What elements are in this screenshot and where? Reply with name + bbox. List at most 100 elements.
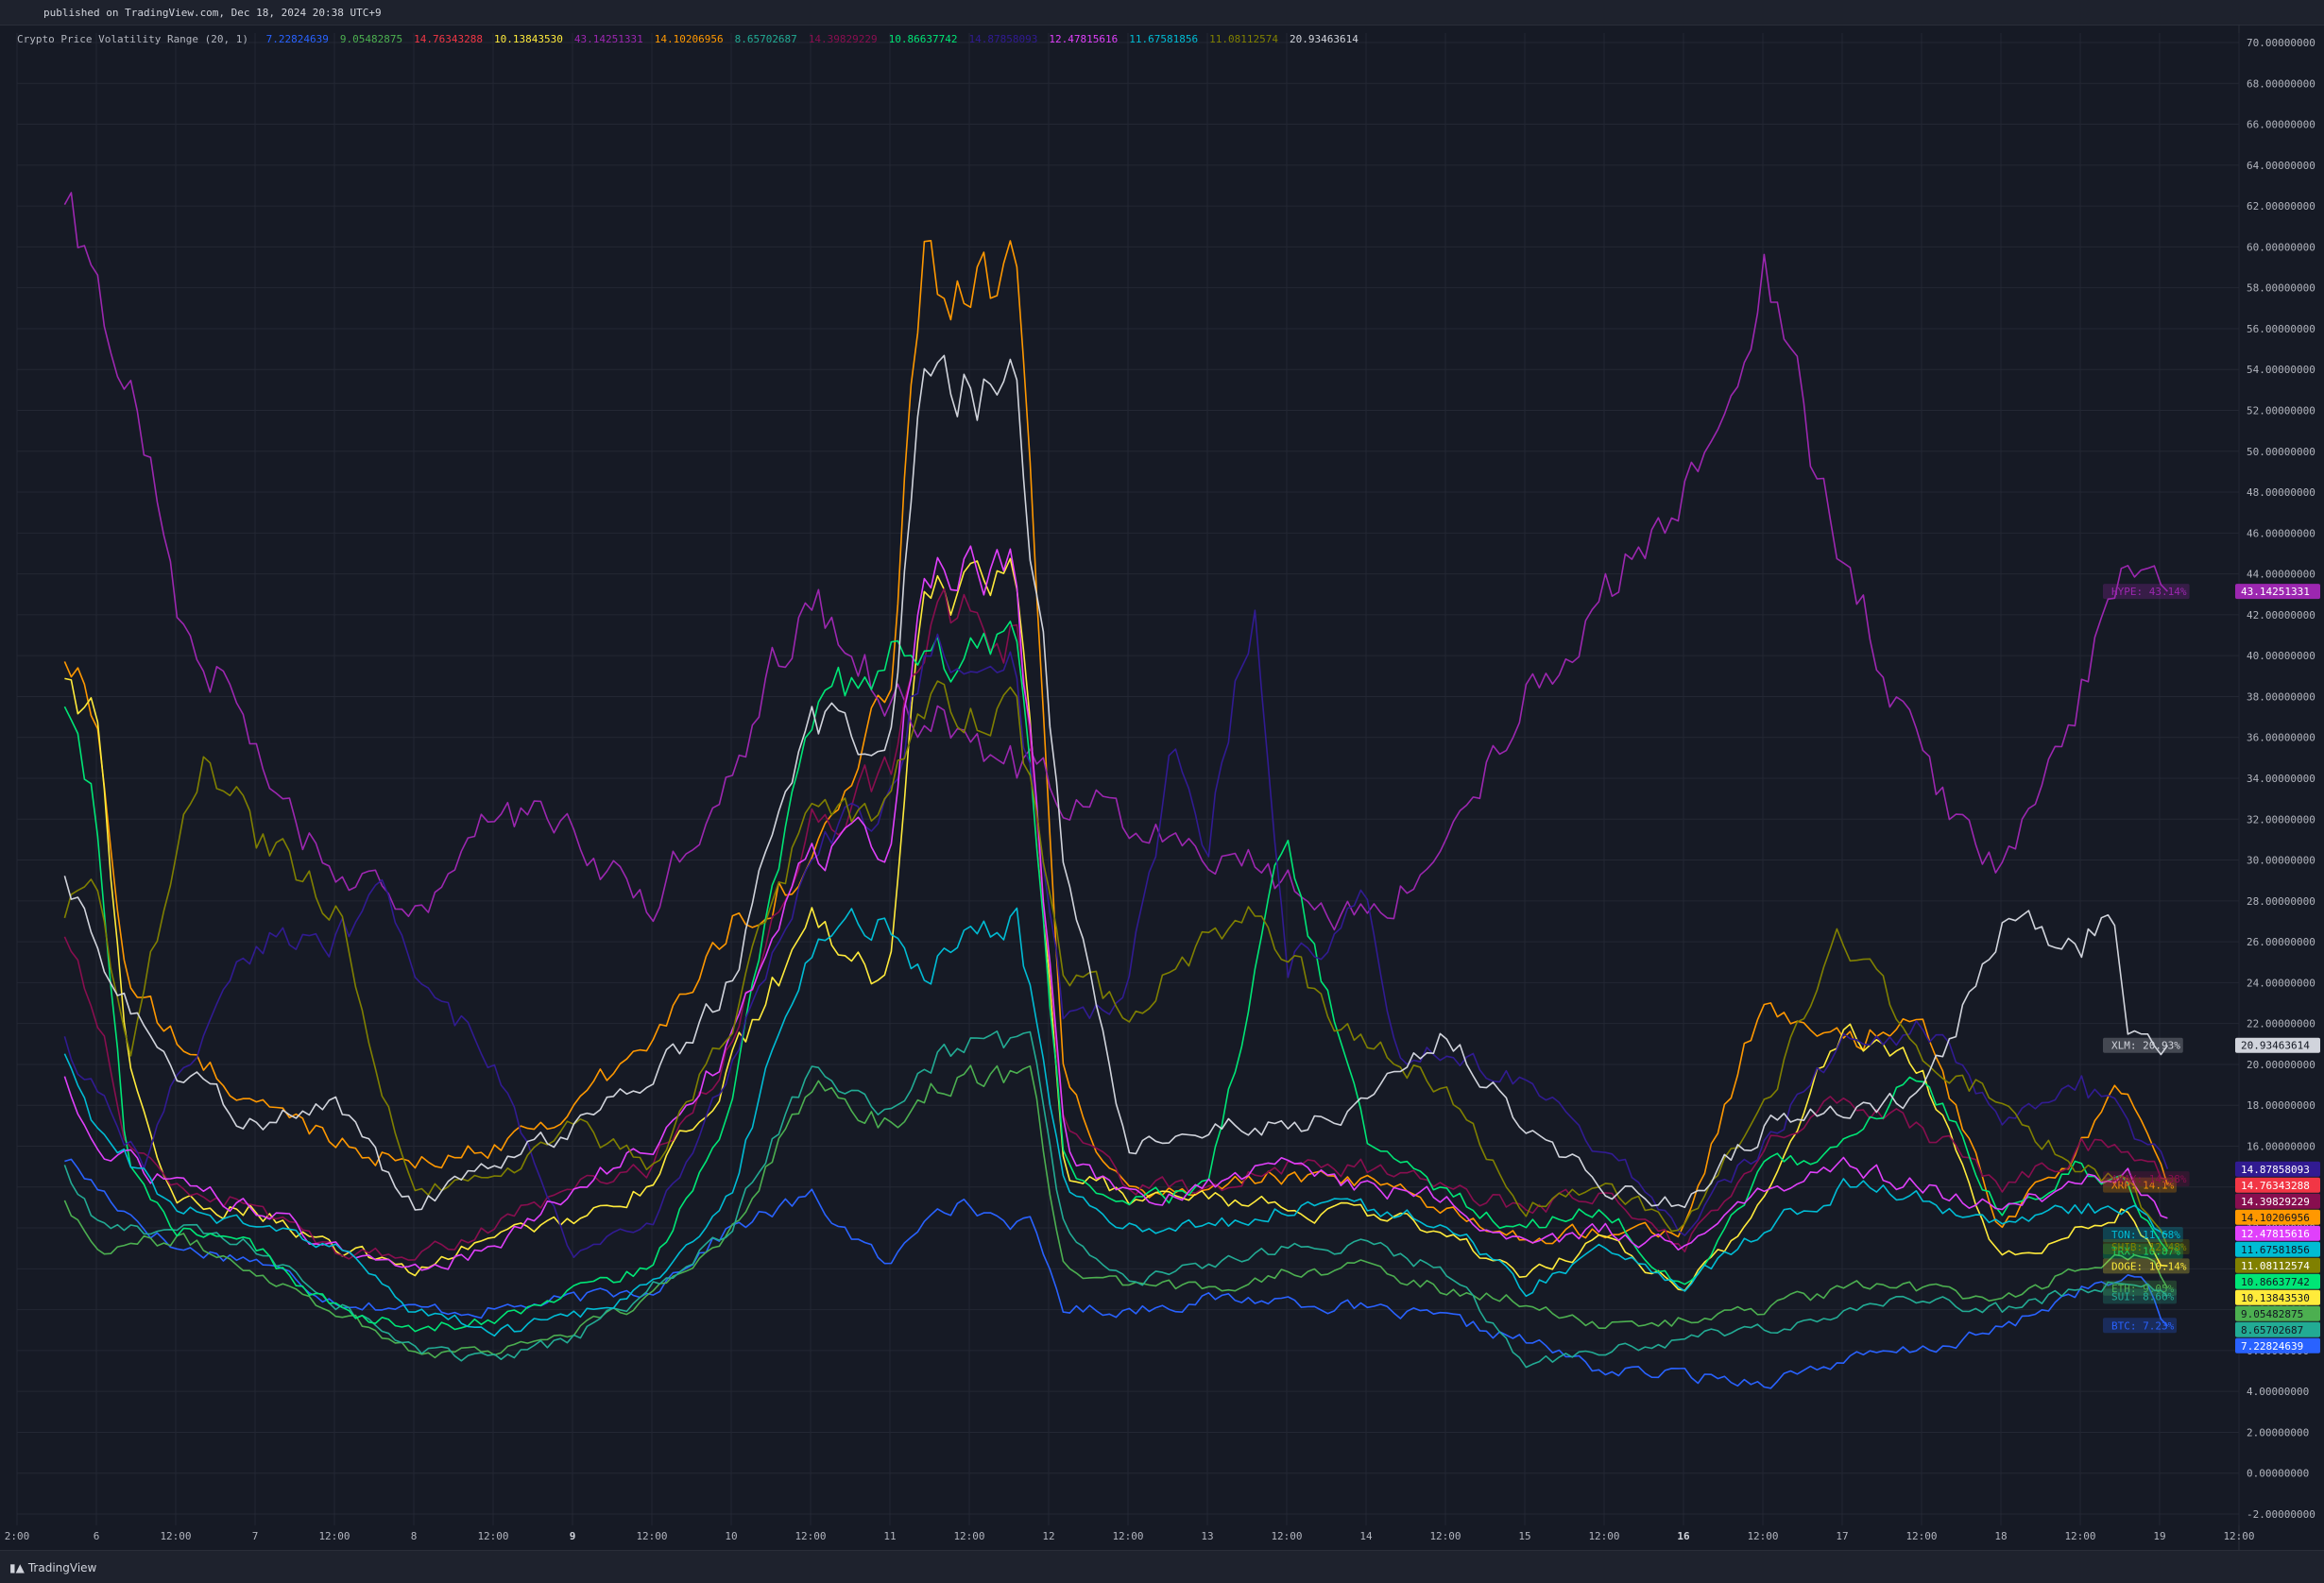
axis-badge: 14.87858093 — [2235, 1161, 2320, 1177]
axis-badge: 8.65702687 — [2235, 1321, 2320, 1337]
legend-value: 12.47815616 — [1049, 33, 1119, 45]
x-tick-label: 14 — [1359, 1530, 1373, 1542]
axis-badge-bg — [2235, 1177, 2320, 1193]
series-label-sui: SUI: 8.66% — [2103, 1288, 2177, 1304]
brand-text: TradingView — [27, 1561, 97, 1574]
y-tick-label: 46.00000000 — [2247, 527, 2315, 539]
series-line-sui — [63, 1030, 2168, 1369]
series-label-eth: ETH: 9.05% — [2103, 1280, 2177, 1296]
label-bg — [2103, 1280, 2177, 1296]
y-tick-label: 58.00000000 — [2247, 282, 2315, 295]
legend-value: 10.13843530 — [494, 33, 563, 45]
series-label-btc: BTC: 7.23% — [2103, 1318, 2177, 1334]
axis-badge: 9.05482875 — [2235, 1305, 2320, 1321]
label-text: ETH: 9.05% — [2111, 1283, 2175, 1295]
y-tick-label: 66.00000000 — [2247, 119, 2315, 131]
legend-value: 14.39829229 — [808, 33, 878, 45]
axis-badge: 43.14251331 — [2235, 584, 2320, 600]
axis-badge-text: 14.76343288 — [2241, 1180, 2310, 1192]
axis-badge-text: 7.22824639 — [2241, 1340, 2303, 1353]
y-tick-label: 52.00000000 — [2247, 405, 2315, 417]
y-tick-label: 20.00000000 — [2247, 1059, 2315, 1071]
grid-lines — [16, 25, 2240, 1550]
x-tick-label: 12:00 — [2223, 1530, 2254, 1542]
axis-badge-text: 20.93463614 — [2241, 1040, 2310, 1052]
label-text: SHIB: 12.48% — [2111, 1241, 2187, 1253]
label-text: XLM: 20.93% — [2111, 1040, 2180, 1052]
axis-badge: 20.93463614 — [2235, 1037, 2320, 1053]
y-tick-label: 56.00000000 — [2247, 323, 2315, 335]
axis-badge-bg — [2235, 1241, 2320, 1257]
legend-values: 7.22824639 9.05482875 14.76343288 10.138435… — [266, 33, 1370, 45]
axis-badge: 10.86637742 — [2235, 1273, 2320, 1289]
axis-badge: 14.39829229 — [2235, 1193, 2320, 1209]
label-bg — [2103, 1171, 2190, 1187]
series-line-xrp — [63, 240, 2169, 1245]
series-line-shib — [63, 680, 2169, 1248]
x-tick-label: 12:00 — [1588, 1530, 1619, 1542]
series-line-xlm — [63, 354, 2169, 1211]
x-tick-label: 11 — [883, 1530, 896, 1542]
y-tick-label: 70.00000000 — [2247, 37, 2315, 49]
series-label-xrp: XRP: 14.1% — [2103, 1177, 2177, 1193]
label-bg — [2103, 584, 2190, 600]
x-tick-label: 7 — [252, 1530, 259, 1542]
legend-value: 11.08112574 — [1209, 33, 1278, 45]
series-line-btc — [64, 1158, 2168, 1389]
x-tick-label: 17 — [1836, 1530, 1848, 1542]
y-tick-label: 40.00000000 — [2247, 650, 2315, 662]
y-tick-label: 62.00000000 — [2247, 200, 2315, 213]
x-tick-label: 8 — [411, 1530, 418, 1542]
label-text: BTC: 7.23% — [2111, 1319, 2175, 1332]
axis-badge-bg — [2235, 1209, 2320, 1225]
x-tick-label: 12:00 — [1747, 1530, 1778, 1542]
series-lines — [63, 192, 2169, 1389]
x-tick-label: 10 — [725, 1530, 737, 1542]
axis-badge: 11.67581856 — [2235, 1241, 2320, 1257]
label-text: HYPE: 43.14% — [2111, 586, 2187, 598]
y-tick-label: 26.00000000 — [2247, 936, 2315, 948]
axis-badge-bg — [2235, 1161, 2320, 1177]
x-tick-label: 12:00 — [1112, 1530, 1143, 1542]
axis-badge-text: 11.08112574 — [2241, 1260, 2310, 1272]
label-bg — [2103, 1243, 2183, 1259]
y-tick-label: 0.00000000 — [2247, 1468, 2309, 1480]
label-bg — [2103, 1238, 2190, 1254]
legend-value: 7.22824639 — [265, 33, 329, 45]
label-text: AVAX: 14.38% — [2111, 1173, 2187, 1185]
x-tick-label: 6 — [94, 1530, 100, 1542]
x-tick-label: 12:00 — [795, 1530, 826, 1542]
legend-value: 11.67581856 — [1129, 33, 1199, 45]
axis-badge-text: 14.87858093 — [2241, 1164, 2310, 1176]
indicator-title[interactable]: Crypto Price Volatility Range (20, 1) — [17, 33, 249, 45]
y-tick-label: 22.00000000 — [2247, 1018, 2315, 1030]
series-label-trx: TRX: 10.87% — [2103, 1243, 2183, 1259]
label-text: XRP: 14.1% — [2111, 1180, 2175, 1192]
axis-badge-text: 9.05482875 — [2241, 1308, 2303, 1320]
x-tick-label: 18 — [1994, 1530, 2007, 1542]
x-axis: 2:00 6 12:00 7 12:00 8 12:00 9 12:00 10 12:00 11 12:… — [5, 1530, 2255, 1542]
axis-badge-text: 10.13843530 — [2241, 1292, 2310, 1304]
axis-badge-text: 10.86637742 — [2241, 1276, 2310, 1288]
series-line-doge — [64, 557, 2168, 1291]
axis-badge: 11.08112574 — [2235, 1257, 2320, 1273]
x-tick-label: 12:00 — [1905, 1530, 1937, 1542]
y-tick-label: 34.00000000 — [2247, 773, 2315, 785]
x-tick-label: 12:00 — [318, 1530, 350, 1542]
x-tick-label: 12:00 — [160, 1530, 191, 1542]
x-tick-label: 12 — [1042, 1530, 1054, 1542]
axis-badge-bg — [2235, 1037, 2320, 1053]
label-bg — [2103, 1258, 2190, 1274]
legend-value: 14.87858093 — [968, 33, 1038, 45]
x-tick-label: 9 — [570, 1530, 576, 1542]
x-tick-label: 16 — [1677, 1530, 1690, 1542]
series-label-xlm: XLM: 20.93% — [2103, 1037, 2183, 1053]
axis-badge-bg — [2235, 1305, 2320, 1321]
axis-badge-text: 14.39829229 — [2241, 1196, 2310, 1208]
series-line-avax — [63, 587, 2168, 1261]
series-label-avax: AVAX: 14.38% — [2103, 1171, 2190, 1187]
y-tick-label: 28.00000000 — [2247, 895, 2315, 908]
axis-badge-bg — [2235, 584, 2320, 600]
tradingview-logo[interactable]: ▮▲ TradingView — [9, 1561, 96, 1574]
